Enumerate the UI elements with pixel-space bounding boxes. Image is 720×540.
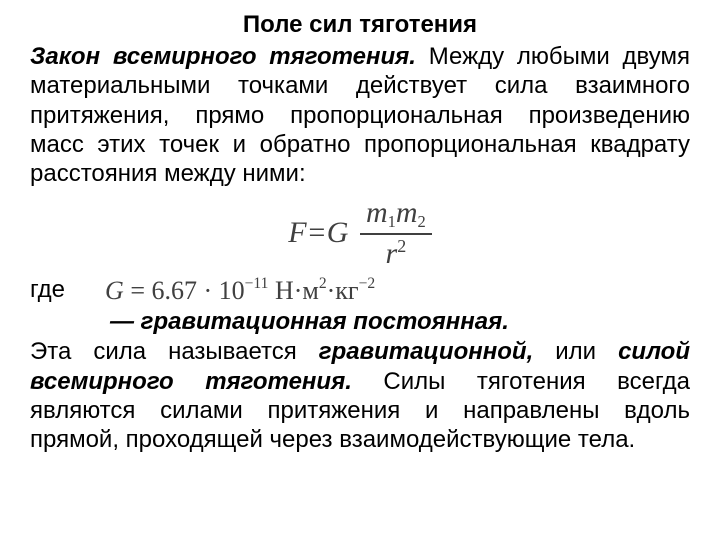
p2-t2: или bbox=[533, 338, 618, 365]
law-paragraph: Закон всемирного тяготения. Между любыми… bbox=[30, 42, 690, 188]
m2: m bbox=[396, 196, 418, 229]
formula-eq: = bbox=[307, 216, 327, 250]
g-exp: −11 bbox=[245, 275, 269, 292]
document-page: Поле сил тяготения Закон всемирного тяго… bbox=[0, 0, 720, 455]
formula-fraction: m1m2 r2 bbox=[360, 198, 432, 268]
where-label: где bbox=[30, 276, 65, 304]
formula-numerator: m1m2 bbox=[360, 198, 432, 234]
grav-constant-label: — гравитационная постоянная. bbox=[110, 307, 690, 337]
units-mid: ·кг bbox=[327, 275, 359, 304]
r: r bbox=[386, 237, 398, 270]
g-constant-expression: G = 6.67 · 10−11 Н·м2·кг−2 bbox=[105, 275, 375, 306]
u-exp2: −2 bbox=[359, 275, 376, 292]
g-value: = 6.67 · 10 bbox=[124, 275, 245, 304]
sub1: 1 bbox=[388, 212, 396, 231]
main-formula: F = G m1m2 r2 bbox=[288, 198, 432, 268]
formula-G: G bbox=[327, 216, 349, 250]
second-paragraph: Эта сила называется гравитационной, или … bbox=[30, 337, 690, 454]
sub2: 2 bbox=[418, 212, 426, 231]
page-title: Поле сил тяготения bbox=[30, 10, 690, 40]
sup2: 2 bbox=[397, 236, 406, 256]
term-gravitational: гравитационной, bbox=[319, 338, 533, 365]
units-pre: Н·м bbox=[268, 275, 318, 304]
p2-t1: Эта сила называется bbox=[30, 338, 319, 365]
formula-block: F = G m1m2 r2 bbox=[30, 198, 690, 268]
where-row: где G = 6.67 · 10−11 Н·м2·кг−2 bbox=[30, 275, 690, 306]
formula-denominator: r2 bbox=[360, 235, 432, 269]
G-sym: G bbox=[105, 275, 124, 304]
law-name: Закон всемирного тяготения. bbox=[30, 43, 416, 70]
m1: m bbox=[366, 196, 388, 229]
formula-F: F bbox=[288, 216, 306, 250]
u-exp1: 2 bbox=[319, 275, 327, 292]
